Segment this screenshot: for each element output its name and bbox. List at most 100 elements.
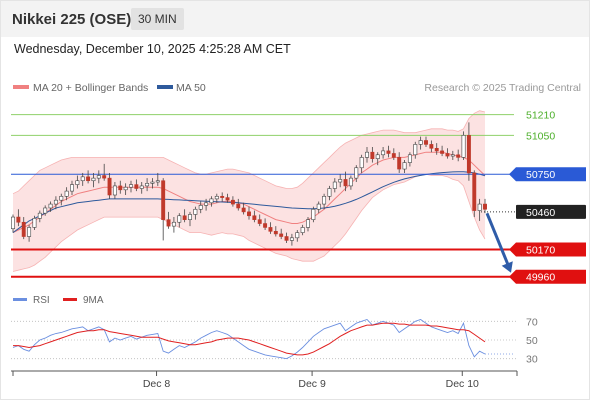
candle-body xyxy=(466,135,471,174)
candle-body xyxy=(70,184,74,192)
rsi-level-label: 50 xyxy=(526,335,538,347)
candle-body xyxy=(370,151,375,159)
candle-body xyxy=(80,176,85,182)
candle-body xyxy=(354,167,359,179)
levels-layer: 51210 51050 50750 50460 50170 49960 xyxy=(11,110,586,284)
candle-body xyxy=(413,144,418,156)
candle-body xyxy=(300,227,305,233)
legend-9ma-label: 9MA xyxy=(83,295,104,306)
level-box xyxy=(509,242,586,257)
candle-body xyxy=(53,199,58,205)
candle-body xyxy=(445,153,450,157)
level-box xyxy=(509,269,586,284)
candle-body xyxy=(198,205,203,210)
candle-body xyxy=(306,219,310,228)
candles-layer xyxy=(11,122,487,246)
timeframe-badge[interactable]: 30 MIN xyxy=(131,8,184,30)
candle-body xyxy=(338,179,343,183)
legend-rsi-swatch xyxy=(13,298,27,301)
candle-body xyxy=(112,185,117,196)
candle-body xyxy=(365,151,369,158)
rsi-line xyxy=(12,318,486,360)
x-ticks: Dec 8 Dec 9 Dec 10 xyxy=(12,371,518,390)
rsi-9ma-line xyxy=(13,322,486,356)
level-label: 50750 xyxy=(526,169,555,181)
candle-body xyxy=(214,195,219,200)
candle-body xyxy=(161,180,166,220)
candle-body xyxy=(177,215,182,223)
candle-body xyxy=(295,232,300,239)
candle-body xyxy=(64,190,69,197)
candle-body xyxy=(440,150,445,154)
price-chart: MA 20 + Bollinger Bands MA 50 Research ©… xyxy=(11,82,586,284)
candle-body xyxy=(236,203,241,209)
symbol-title: Nikkei 225 (OSE) xyxy=(12,11,132,28)
level-label: 51210 xyxy=(526,110,555,122)
candle-body xyxy=(27,227,32,237)
candle-body xyxy=(166,219,171,227)
timestamp: Wednesday, December 10, 2025 4:25:28 AM … xyxy=(14,42,291,56)
legend-bollinger-label: MA 20 + Bollinger Bands xyxy=(33,82,148,94)
credit-text: Research © 2025 Trading Central xyxy=(424,82,581,94)
candle-body xyxy=(483,203,487,210)
candle-body xyxy=(434,147,439,152)
candle-body xyxy=(188,214,192,220)
candle-body xyxy=(230,199,235,205)
candle-body xyxy=(118,185,123,191)
rsi-level-label: 70 xyxy=(526,316,538,328)
candle-body xyxy=(220,195,225,198)
arrow-head xyxy=(501,261,513,273)
rsi-level-label: 30 xyxy=(526,354,538,366)
legend-ma50-swatch xyxy=(157,85,173,89)
candle-body xyxy=(209,198,214,204)
candle-body xyxy=(322,195,327,205)
candle-body xyxy=(107,177,112,196)
candle-body xyxy=(375,154,380,159)
candle-body xyxy=(21,221,26,237)
candle-body xyxy=(145,183,150,187)
candle-body xyxy=(332,181,337,189)
header-bar: Nikkei 225 (OSE) 30 MIN xyxy=(1,1,589,37)
candle-body xyxy=(424,140,428,145)
candle-body xyxy=(418,140,423,145)
bollinger-lower-line xyxy=(12,173,486,272)
candle-body xyxy=(477,203,482,211)
price-legend: MA 20 + Bollinger Bands MA 50 Research ©… xyxy=(13,82,581,94)
forecast-arrow xyxy=(485,212,513,273)
candle-body xyxy=(268,227,273,232)
candle-body xyxy=(257,219,262,224)
x-tick-label: Dec 9 xyxy=(298,378,326,390)
bollinger-upper-line xyxy=(12,110,486,195)
candle-body xyxy=(279,233,284,237)
candle-body xyxy=(263,223,268,228)
x-axis: Dec 8 Dec 9 Dec 10 xyxy=(11,370,518,390)
level-box xyxy=(509,167,586,182)
candle-body xyxy=(252,215,257,220)
candle-body xyxy=(461,135,466,158)
legend-9ma-swatch xyxy=(63,298,77,301)
candle-body xyxy=(150,181,155,184)
candle-body xyxy=(450,154,455,157)
candle-body xyxy=(241,207,246,213)
candle-body xyxy=(407,154,412,163)
candle-body xyxy=(343,179,348,187)
candle-body xyxy=(381,150,386,156)
candle-body xyxy=(359,157,364,169)
candle-body xyxy=(289,237,294,241)
candle-body xyxy=(391,153,396,158)
candle-body xyxy=(86,176,91,182)
candle-body xyxy=(284,236,289,241)
candle-body xyxy=(386,150,391,154)
candle-body xyxy=(139,185,144,189)
candle-body xyxy=(155,180,160,183)
candle-body xyxy=(102,175,107,179)
level-box xyxy=(516,204,586,219)
candle-body xyxy=(11,216,15,230)
candle-body xyxy=(16,216,21,223)
candle-body xyxy=(193,208,198,215)
level-label: 51050 xyxy=(526,130,555,142)
candle-body xyxy=(472,172,477,211)
candle-body xyxy=(171,221,176,227)
arrow-shaft xyxy=(485,212,510,266)
